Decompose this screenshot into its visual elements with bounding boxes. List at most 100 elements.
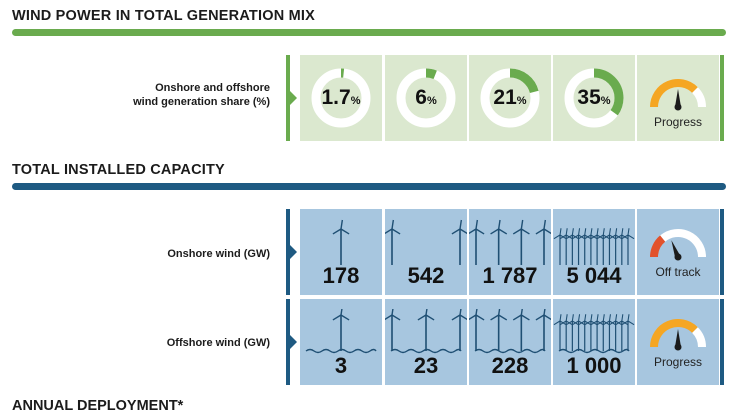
onshore-capacity-value: 1 787 [482,263,538,288]
offshore-turbine-group [385,309,467,354]
share-progress-gauge: Progress [637,55,719,141]
share-donut-arc [311,68,371,128]
share-cell: 1.7% [300,55,382,141]
offshore-capacity-value: 3 [334,353,348,378]
wind-turbine-icon [490,219,508,265]
share-donut-chart [564,68,624,128]
onshore-row-end-marker [720,209,724,295]
gauge-label: Progress [653,355,703,369]
wind-turbine-icon [596,228,610,265]
wind-turbine-icon [566,314,579,351]
share-value: 21% [493,86,527,109]
wind-turbine-icon [332,219,350,265]
share-cell: 21% [469,55,551,141]
wind-turbine-icon [469,309,485,351]
wind-turbine-icon [553,314,567,351]
wind-turbine-icon [621,314,635,351]
offshore-capacity-value: 23 [413,353,439,378]
section-title-annual-deployment: ANNUAL DEPLOYMENT* [12,398,184,414]
wind-turbine-icon [417,309,435,351]
offshore-turbine-group [553,314,635,354]
share-donut-arc [480,68,540,128]
wind-turbine-icon [566,228,579,265]
wind-turbine-icon [553,228,567,265]
sea-wave-icon [305,348,377,354]
wind-turbine-icon [603,314,616,351]
sea-wave-icon [558,348,630,354]
wind-turbine-icon [584,228,598,265]
share-row-end-marker [720,55,724,141]
offshore-capacity-cell: 23 [385,299,467,385]
onshore-status-gauge: Off track [637,209,719,295]
wind-turbine-icon [603,228,616,265]
share-row-label: Onshore and offshore wind generation sha… [133,81,270,109]
share-value: 35% [577,86,611,109]
wind-turbine-icon [559,314,573,351]
wind-turbine-icon [385,219,401,265]
share-row-marker [286,55,290,141]
share-value: 6% [415,86,437,109]
onshore-capacity-cell: 542 [385,209,467,295]
onshore-capacity-value: 178 [322,263,360,288]
offshore-row-marker [286,299,290,385]
wind-turbine-icon [609,228,622,265]
wind-turbine-icon [596,314,610,351]
wind-turbine-icon [572,228,585,265]
wind-turbine-icon [332,309,350,351]
offshore-capacity-cell: 228 [469,299,551,385]
share-row-label-line2: wind generation share (%) [133,96,270,108]
section-divider-green [12,29,726,36]
wind-turbine-icon [578,228,592,265]
sea-wave-icon [474,348,546,354]
offshore-row-label: Offshore wind (GW) [166,337,270,349]
wind-turbine-icon [584,314,598,351]
wind-turbine-icon [621,228,635,265]
wind-turbine-icon [559,228,573,265]
onshore-row-arrow [290,245,297,259]
gauge-label: Off track [655,265,701,279]
wind-turbine-icon [590,228,604,265]
wind-turbine-icon [609,314,622,351]
onshore-capacity-value: 5 044 [566,263,622,288]
wind-turbine-icon [572,314,585,351]
offshore-capacity-cell: 1 000 [553,299,635,385]
share-donut-chart [311,68,371,128]
onshore-capacity-cell: 178 [300,209,382,295]
wind-turbine-icon [615,228,629,265]
wind-turbine-icon [535,309,551,351]
section-divider-blue [12,183,726,190]
onshore-row-marker [286,209,290,295]
onshore-turbine-group [469,219,551,265]
onshore-capacity-value: 542 [407,263,445,288]
wind-turbine-icon [512,309,530,351]
offshore-turbine-group [469,309,551,354]
gauge-label: Progress [653,115,703,129]
offshore-turbine-group [305,309,377,354]
offshore-capacity-cell: 3 [300,299,382,385]
wind-turbine-icon [535,219,551,265]
wind-turbine-icon [385,309,401,351]
section-title-wind-share: WIND POWER IN TOTAL GENERATION MIX [12,8,315,24]
wind-turbine-icon [615,314,629,351]
share-cell: 6% [385,55,467,141]
section-title-capacity: TOTAL INSTALLED CAPACITY [12,162,225,178]
gauge-progress-icon [650,79,706,111]
share-value: 1.7% [321,86,361,109]
sea-wave-icon [390,348,462,354]
onshore-capacity-cell: 1 787 [469,209,551,295]
offshore-capacity-value: 1 000 [566,353,622,378]
onshore-turbine-group [332,219,350,265]
gauge-progress-icon [650,319,706,351]
wind-turbine-icon [490,309,508,351]
offshore-capacity-value: 228 [491,353,529,378]
wind-turbine-icon [451,309,467,351]
offshore-status-gauge: Progress [637,299,719,385]
onshore-turbine-group [553,228,635,265]
offshore-row-arrow [290,335,297,349]
gauge-off-track-icon [650,229,706,261]
wind-turbine-icon [469,219,485,265]
share-row-label-line1: Onshore and offshore [155,82,270,94]
share-donut-arc [396,68,456,128]
onshore-turbine-group [385,219,467,265]
wind-turbine-icon [451,219,467,265]
